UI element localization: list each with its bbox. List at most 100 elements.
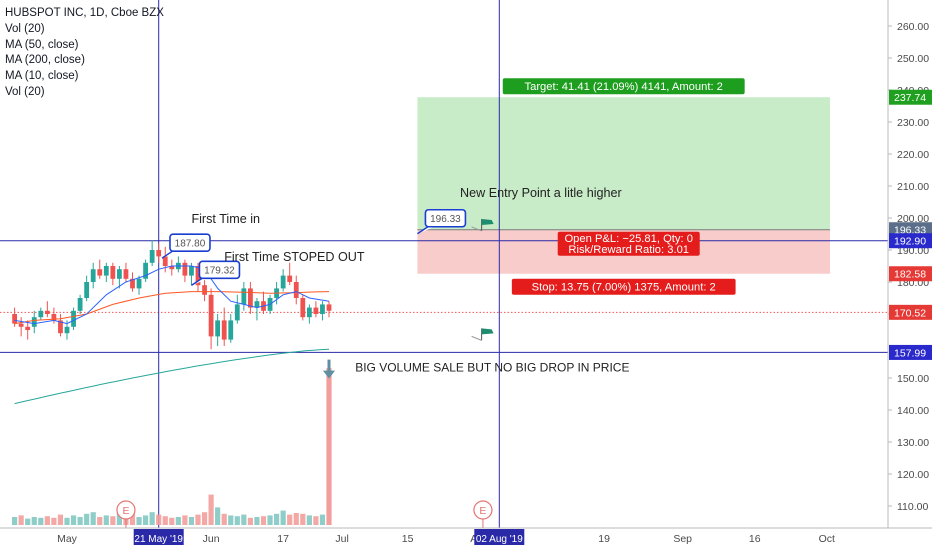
volume-bar <box>175 517 181 525</box>
volume-bar <box>293 513 299 525</box>
volume-bar <box>260 516 267 525</box>
candle-body <box>156 250 162 257</box>
target-label: Target: 41.41 (21.09%) 4141, Amount: 2 <box>502 78 745 95</box>
volume-bar <box>280 510 286 525</box>
candle-body <box>25 326 31 330</box>
candle-body <box>202 285 207 295</box>
volume-bar <box>247 517 253 525</box>
volume-bar <box>241 514 247 525</box>
candle-body <box>64 326 70 334</box>
volume-bar <box>129 513 136 525</box>
volume-bar <box>44 516 50 525</box>
time-tick-label: Oct <box>819 533 835 545</box>
candle-body <box>215 320 221 337</box>
candle-body <box>189 266 194 276</box>
price-tick-label: 210.00 <box>897 181 929 193</box>
volume-bar <box>38 517 44 525</box>
price-tick-label: 200.00 <box>897 213 929 225</box>
volume-bar <box>110 516 116 525</box>
earnings-marker: E <box>473 500 493 528</box>
legend-study-vol-20[interactable]: Vol (20) <box>5 22 45 35</box>
candle-body <box>143 262 148 279</box>
legend-study-vol-20-second[interactable]: Vol (20) <box>5 85 45 98</box>
candle-body <box>58 320 63 334</box>
price-tick-label: 260.00 <box>897 21 929 33</box>
legend-symbol-title: HUBSPOT INC, 1D, Cboe BZX <box>5 7 164 19</box>
ma-10-line <box>14 265 330 325</box>
candle-body <box>103 266 109 276</box>
time-tick-label: 16 <box>749 533 761 545</box>
svg-text:E: E <box>479 505 486 517</box>
candle-body <box>130 278 135 289</box>
pnl-text: Open P&L: −25.81, Qty: 0 <box>564 233 692 245</box>
candle-body <box>182 262 188 276</box>
candle-body <box>300 298 306 318</box>
volume-bar <box>31 517 37 525</box>
time-tick-label: 19 <box>598 533 610 545</box>
candle-body <box>110 266 116 279</box>
volume-bar <box>84 513 90 525</box>
candle-body <box>136 278 142 289</box>
price-axis-badge: 237.74 <box>889 89 932 105</box>
volume-bar <box>18 515 24 525</box>
callout-text: 187.80 <box>175 238 206 249</box>
candle-body <box>162 256 168 266</box>
volume-bar <box>12 517 18 525</box>
candle-body <box>228 320 234 340</box>
volume-bar <box>313 516 319 525</box>
price-tick-label: 230.00 <box>897 117 929 129</box>
candle-body <box>38 310 44 318</box>
chart-annotation: BIG VOLUME SALE BUT NO BIG DROP IN PRICE <box>355 361 629 375</box>
legend-study-ma-10[interactable]: MA (10, close) <box>5 70 79 83</box>
callout-box <box>169 233 211 252</box>
candle-body <box>241 288 247 305</box>
time-axis-bg <box>0 528 932 550</box>
candle-body <box>18 323 24 327</box>
price-tick-label: 250.00 <box>897 53 929 65</box>
volume-bar <box>319 514 326 525</box>
candle-body <box>280 275 286 289</box>
stop-label: Stop: 13.75 (7.00%) 1375, Amount: 2 <box>511 278 736 295</box>
time-tick-label: 17 <box>277 533 289 545</box>
candle-body <box>195 266 201 286</box>
svg-text:E: E <box>122 505 129 517</box>
legend-study-ma-50[interactable]: MA (50, close) <box>5 38 79 51</box>
candle-body <box>123 269 129 279</box>
volume-bar <box>103 515 109 525</box>
svg-text:Target: 41.41 (21.09%) 4141, A: Target: 41.41 (21.09%) 4141, Amount: 2 <box>525 81 723 93</box>
volume-bar <box>136 517 142 525</box>
candle-body <box>97 269 103 276</box>
price-axis-bg <box>888 0 932 528</box>
volume-arrow-head <box>323 370 335 379</box>
volume-bar <box>228 515 234 525</box>
earnings-marker: E <box>116 500 136 528</box>
price-axis-badge: 192.90 <box>889 233 932 249</box>
time-tick-label: Jun <box>203 533 220 545</box>
time-tick-label: 15 <box>402 533 414 545</box>
volume-bar <box>90 512 96 525</box>
price-tick-label: 220.00 <box>897 149 929 161</box>
volume-bar <box>156 514 162 525</box>
candle-body <box>248 288 253 308</box>
candle-body <box>293 282 299 298</box>
legend-study-ma-200[interactable]: MA (200, close) <box>5 54 85 67</box>
price-axis-badge: 170.52 <box>889 304 932 320</box>
volume-bar <box>306 515 312 525</box>
price-tick-label: 150.00 <box>897 373 929 385</box>
candle-body <box>44 310 50 314</box>
volume-bar <box>267 515 273 525</box>
price-tick-label: 120.00 <box>897 469 929 481</box>
svg-text:02 Aug '19: 02 Aug '19 <box>476 534 523 545</box>
chart-annotation: First Time in <box>191 212 260 226</box>
candle-body <box>306 307 312 318</box>
price-axis-badge: 182.58 <box>889 266 932 282</box>
candle-body <box>169 266 175 270</box>
volume-bar <box>182 515 188 525</box>
volume-bar <box>221 513 227 525</box>
chart-annotation: New Entry Point a litle higher <box>460 186 622 200</box>
chart-annotation: First Time STOPED OUT <box>224 250 365 264</box>
volume-bar <box>287 514 293 525</box>
